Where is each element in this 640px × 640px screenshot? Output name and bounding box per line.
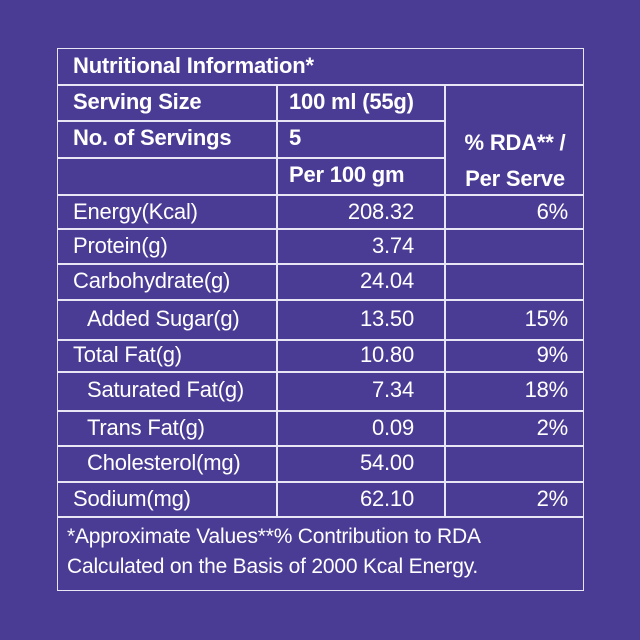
rule (57, 120, 445, 122)
row-per100: 13.50 (359, 306, 414, 331)
row-per100: 54.00 (359, 450, 414, 475)
servings-value: 5 (289, 125, 302, 150)
rda-header-line2: Per Serve (465, 166, 565, 191)
row-label: Total Fat(g) (73, 342, 182, 367)
nutrition-table (57, 48, 584, 591)
rule (57, 445, 584, 447)
row-label: Sodium(mg) (73, 486, 191, 511)
row-label: Energy(Kcal) (73, 199, 198, 224)
row-per100: 3.74 (371, 233, 414, 258)
rule (57, 371, 584, 373)
row-label: Cholesterol(mg) (87, 450, 241, 475)
footnote: *Approximate Values**% Contribution to R… (67, 522, 481, 582)
table-title: Nutritional Information* (73, 53, 314, 78)
row-label: Added Sugar(g) (87, 306, 240, 331)
row-per100: 7.34 (371, 377, 414, 402)
row-per100: 0.09 (371, 415, 414, 440)
row-rda: 2% (536, 486, 569, 511)
per-100gm-header: Per 100 gm (289, 162, 405, 187)
rule (57, 481, 584, 483)
rule (57, 194, 584, 196)
row-rda: 18% (524, 377, 569, 402)
servings-label: No. of Servings (73, 125, 232, 150)
row-label: Protein(g) (73, 233, 168, 258)
rule (444, 84, 446, 516)
row-rda: 6% (536, 199, 569, 224)
footnote-line1: *Approximate Values**% Contribution to R… (67, 525, 481, 548)
rule (57, 299, 584, 301)
row-rda: 15% (524, 306, 569, 331)
footnote-line2: Calculated on the Basis of 2000 Kcal Ene… (67, 555, 479, 578)
rule (57, 263, 584, 265)
row-label: Saturated Fat(g) (87, 377, 244, 402)
row-rda: 2% (536, 415, 569, 440)
serving-size-value: 100 ml (55g) (289, 89, 414, 114)
rda-header: % RDA** / Per Serve (446, 128, 584, 194)
row-label: Carbohydrate(g) (73, 268, 231, 293)
serving-size-label: Serving Size (73, 89, 202, 114)
rule (57, 157, 445, 159)
row-per100: 24.04 (359, 268, 414, 293)
row-per100: 10.80 (359, 342, 414, 367)
rda-header-line1: % RDA** / (464, 130, 566, 155)
row-per100: 208.32 (347, 199, 414, 224)
row-rda: 9% (536, 342, 569, 367)
rule (276, 84, 278, 516)
rule (57, 84, 584, 86)
rule (57, 228, 584, 230)
rule (57, 410, 584, 412)
row-per100: 62.10 (359, 486, 414, 511)
rule (57, 339, 584, 341)
row-label: Trans Fat(g) (87, 415, 205, 440)
rule (57, 516, 584, 518)
